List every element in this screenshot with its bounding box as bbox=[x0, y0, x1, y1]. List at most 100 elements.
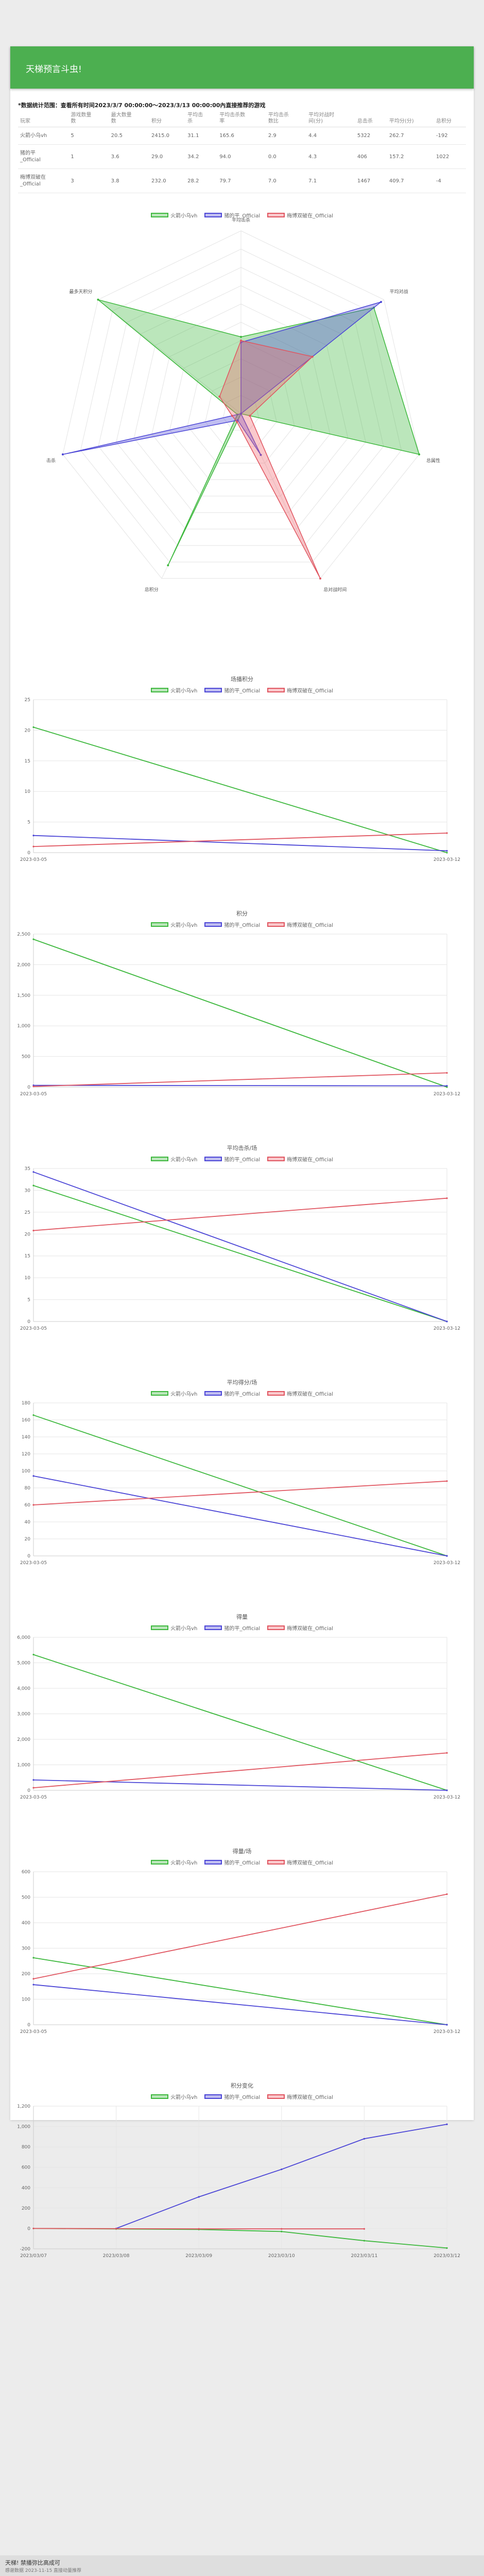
legend-item[interactable]: 猪的平_Official bbox=[204, 2093, 260, 2100]
series-line bbox=[33, 1984, 447, 2025]
y-tick-label: 500 bbox=[22, 1895, 30, 1901]
legend-item[interactable]: 火箭小乌vh bbox=[151, 1155, 197, 1163]
radar-point bbox=[218, 395, 221, 398]
y-tick-label: -200 bbox=[20, 2247, 31, 2252]
table-cell: 406 bbox=[355, 144, 387, 169]
legend-item[interactable]: 梅博双破在_Official bbox=[267, 686, 333, 694]
series-point bbox=[32, 1653, 34, 1656]
y-tick-label: 25 bbox=[25, 1210, 30, 1215]
legend-item[interactable]: 火箭小乌vh bbox=[151, 686, 197, 694]
chart-title: 积分 bbox=[236, 910, 248, 917]
chart-legend[interactable]: 火箭小乌vh 猪的平_Official 梅博双破在_Official bbox=[0, 1624, 484, 1632]
y-tick-label: 15 bbox=[25, 1254, 30, 1259]
series-line bbox=[33, 939, 447, 1088]
series-point bbox=[115, 2228, 117, 2230]
legend-item[interactable]: 梅博双破在_Official bbox=[267, 921, 333, 928]
legend-item[interactable]: 猪的平_Official bbox=[204, 1155, 260, 1163]
chart-legend[interactable]: 火箭小乌vh 猪的平_Official 梅博双破在_Official bbox=[0, 211, 484, 219]
legend-item[interactable]: 梅博双破在_Official bbox=[267, 1155, 333, 1163]
page-title: 天梯预言斗虫! bbox=[26, 64, 82, 75]
chart-legend[interactable]: 火箭小乌vh 猪的平_Official 梅博双破在_Official bbox=[0, 2093, 484, 2100]
chart-legend[interactable]: 火箭小乌vh 猪的平_Official 梅博双破在_Official bbox=[0, 686, 484, 694]
table-cell: 5 bbox=[68, 127, 109, 145]
legend-swatch bbox=[151, 922, 169, 927]
legend-item[interactable]: 火箭小乌vh bbox=[151, 211, 197, 219]
x-tick-label: 2023-03-05 bbox=[20, 1795, 47, 1800]
radar-point bbox=[240, 335, 242, 338]
series-line bbox=[33, 1185, 447, 1322]
chart-title: 得量/场 bbox=[232, 1848, 252, 1855]
radar-grid-ring bbox=[80, 248, 402, 563]
line-chart-c2: 0 500 1,000 1,500 2,000 2,500 2023-03-05 2023-0… bbox=[17, 932, 460, 1097]
legend-item[interactable]: 梅博双破在_Official bbox=[267, 211, 333, 219]
radar-axis-label: 击杀 bbox=[46, 457, 56, 464]
table-header-cell: 总积分 bbox=[434, 110, 466, 127]
table-cell: 28.2 bbox=[185, 168, 218, 193]
footer: 天梯! 禁播弥比高成可 感谢数据 2023-11-15 直接动量推荐 bbox=[0, 2555, 484, 2576]
legend-item[interactable]: 火箭小乌vh bbox=[151, 1624, 197, 1632]
series-point bbox=[32, 1229, 34, 1232]
table-cell: 409.7 bbox=[387, 168, 434, 193]
y-tick-label: 1,200 bbox=[17, 2104, 30, 2109]
x-tick-label: 2023-03-05 bbox=[20, 1561, 47, 1566]
legend-swatch bbox=[204, 1860, 222, 1865]
y-tick-label: 0 bbox=[27, 1554, 30, 1559]
legend-label: 火箭小乌vh bbox=[170, 688, 198, 694]
legend-label: 梅博双破在_Official bbox=[287, 213, 333, 219]
series-point bbox=[32, 1957, 34, 1959]
legend-item[interactable]: 梅博双破在_Official bbox=[267, 1389, 333, 1397]
legend-label: 梅博双破在_Official bbox=[287, 1860, 333, 1866]
legend-item[interactable]: 猪的平_Official bbox=[204, 686, 260, 694]
y-tick-label: 140 bbox=[22, 1435, 30, 1440]
line-chart-c6: 0 100 200 300 400 500 600 2023-03-05 2023-03-12 bbox=[20, 1870, 460, 2035]
legend-swatch bbox=[151, 1391, 169, 1396]
series-line bbox=[33, 1072, 447, 1087]
legend-item[interactable]: 猪的平_Official bbox=[204, 1858, 260, 1866]
legend-swatch bbox=[204, 1625, 222, 1630]
radar-grid-ring bbox=[133, 303, 349, 513]
series-point bbox=[446, 2247, 448, 2249]
chart-legend[interactable]: 火箭小乌vh 猪的平_Official 梅博双破在_Official bbox=[0, 1858, 484, 1866]
legend-item[interactable]: 猪的平_Official bbox=[204, 211, 260, 219]
table-cell: 3.8 bbox=[109, 168, 149, 193]
chart-legend[interactable]: 火箭小乌vh 猪的平_Official 梅博双破在_Official bbox=[0, 1389, 484, 1397]
x-tick-label: 2023/03/08 bbox=[103, 2253, 130, 2259]
table-row: 猪的平 _Official 1 3.6 29.0 34.2 94.0 0.0 4.3 406 157… bbox=[18, 144, 466, 169]
x-tick-label: 2023/03/11 bbox=[351, 2253, 377, 2259]
table-cell: 3 bbox=[68, 168, 109, 193]
y-tick-label: 20 bbox=[25, 1232, 31, 1237]
series-point bbox=[446, 1893, 448, 1895]
legend-item[interactable]: 猪的平_Official bbox=[204, 921, 260, 928]
table-row: 梅博双破在 _Official 3 3.8 232.0 28.2 79.7 7.0 7.1 146… bbox=[18, 168, 466, 193]
radar-point bbox=[97, 298, 99, 301]
series-point bbox=[446, 1085, 448, 1087]
y-tick-label: 1,500 bbox=[17, 993, 30, 998]
series-line bbox=[33, 1893, 447, 1979]
legend-item[interactable]: 火箭小乌vh bbox=[151, 921, 197, 928]
x-tick-label: 2023-03-05 bbox=[20, 857, 47, 862]
y-tick-label: 35 bbox=[25, 1166, 30, 1172]
series-line bbox=[33, 1480, 447, 1505]
legend-item[interactable]: 火箭小乌vh bbox=[151, 1858, 197, 1866]
series-line bbox=[33, 835, 447, 852]
chart-legend[interactable]: 火箭小乌vh 猪的平_Official 梅博双破在_Official bbox=[0, 921, 484, 928]
legend-item[interactable]: 火箭小乌vh bbox=[151, 2093, 197, 2100]
legend-item[interactable]: 火箭小乌vh bbox=[151, 1389, 197, 1397]
series-point bbox=[32, 845, 34, 848]
y-tick-label: 30 bbox=[25, 1188, 31, 1193]
x-tick-label: 2023-03-12 bbox=[434, 1326, 460, 1331]
legend-swatch bbox=[267, 1157, 285, 1161]
legend-item[interactable]: 梅博双破在_Official bbox=[267, 2093, 333, 2100]
table-cell: 79.7 bbox=[217, 168, 266, 193]
legend-item[interactable]: 梅博双破在_Official bbox=[267, 1624, 333, 1632]
legend-item[interactable]: 猪的平_Official bbox=[204, 1624, 260, 1632]
table-row: 火箭小乌vh 5 20.5 2415.0 31.1 165.6 2.9 4.4 5322 262.… bbox=[18, 127, 466, 145]
table-header-cell: 平均击杀数率 bbox=[217, 110, 266, 127]
series-point bbox=[32, 1984, 34, 1986]
y-tick-label: 20 bbox=[25, 728, 31, 733]
legend-item[interactable]: 猪的平_Official bbox=[204, 1389, 260, 1397]
legend-item[interactable]: 梅博双破在_Official bbox=[267, 1858, 333, 1866]
chart-legend[interactable]: 火箭小乌vh 猪的平_Official 梅博双破在_Official bbox=[0, 1155, 484, 1163]
y-tick-label: 2,500 bbox=[17, 932, 30, 937]
series-point bbox=[32, 938, 34, 940]
